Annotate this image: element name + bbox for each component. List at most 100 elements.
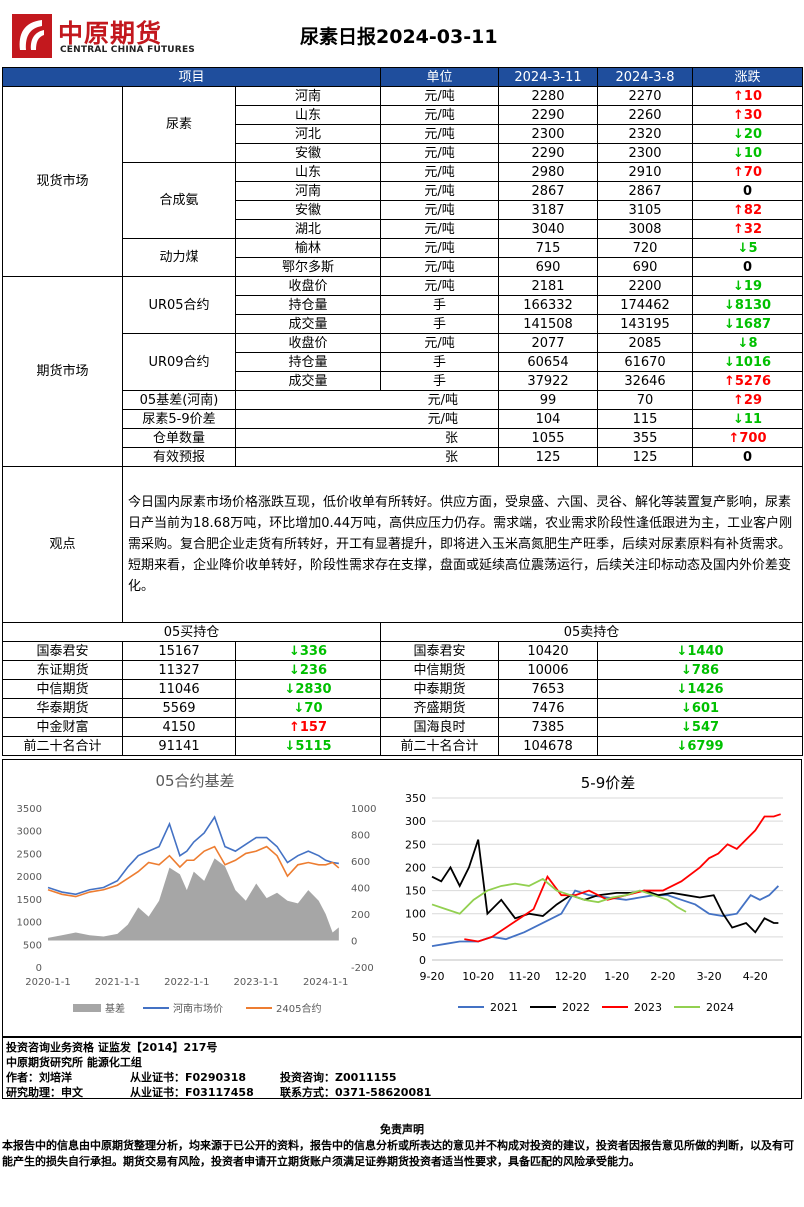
unit-cell: 手 xyxy=(380,295,500,315)
position-row: 东证期货 11327 ↓236 中信期货 10006 ↓786 xyxy=(2,660,804,680)
change-value: 5115 xyxy=(295,738,332,754)
company-logo-icon xyxy=(12,14,52,58)
table-row: 山东 元/吨 2290 2260 ↑30 xyxy=(3,105,804,125)
x-tick-label: 12-20 xyxy=(555,970,587,983)
position-row: 国泰君安 15167 ↓336 国泰君安 10420 ↓1440 xyxy=(2,641,804,661)
unit-cell: 手 xyxy=(380,371,500,391)
change-value: 1440 xyxy=(687,643,724,659)
unit-cell: 元/吨 xyxy=(380,124,500,144)
value-date1: 1055 xyxy=(498,428,599,448)
y-right-tick-label: 0 xyxy=(351,937,357,948)
legend-label: 2405合约 xyxy=(276,1002,321,1015)
x-tick-label: 9-20 xyxy=(420,970,445,983)
buy-broker: 华泰期货 xyxy=(2,698,123,718)
sell-broker: 中泰期货 xyxy=(380,679,500,699)
change-value: 547 xyxy=(691,719,720,735)
buy-broker: 东证期货 xyxy=(2,660,123,680)
buy-value: 11046 xyxy=(122,679,236,699)
sell-value: 10420 xyxy=(498,641,599,661)
basis-chart-svg: 05合约基差 0 500 1000 1500 2000 2500 3000 3500 -200 0 2… xyxy=(17,772,377,1015)
row-label: 湖北 xyxy=(234,219,382,239)
value-date2: 174462 xyxy=(597,295,694,315)
group-label: 合成氨 xyxy=(122,162,236,239)
value-date2: 2200 xyxy=(597,276,694,296)
sell-broker: 国泰君安 xyxy=(380,641,500,661)
view-text: 今日国内尿素市场价格涨跌互现，低价收单有所转好。供应方面，受泉盛、六国、灵谷、解… xyxy=(122,466,803,623)
group-label: UR09合约 xyxy=(122,333,236,391)
y-left-tick-label: 2500 xyxy=(17,849,42,860)
logo-text-en: CENTRAL CHINA FUTURES xyxy=(60,45,195,55)
sell-broker: 前二十名合计 xyxy=(380,736,500,756)
change-cell: ↓1016 xyxy=(692,352,804,372)
value-date2: 115 xyxy=(597,409,694,429)
change-cell: 0 xyxy=(692,181,804,201)
change-value: 30 xyxy=(743,107,763,123)
report-title: 尿素日报2024-03-11 xyxy=(300,26,498,48)
y-left-tick-label: 3000 xyxy=(17,827,42,838)
sell-value: 7385 xyxy=(498,717,599,737)
change-value: 157 xyxy=(299,719,328,735)
change-value: 32 xyxy=(743,221,763,237)
buy-change: ↓70 xyxy=(234,698,382,718)
sell-change: ↓1440 xyxy=(597,641,804,661)
change-value: 5 xyxy=(748,240,758,256)
change-value: 10 xyxy=(743,145,763,161)
row-label: 成交量 xyxy=(234,371,382,391)
value-date2: 61670 xyxy=(597,352,694,372)
change-value: 6799 xyxy=(687,738,724,754)
series-line-2024 xyxy=(431,877,687,915)
arrow-down-icon: ↓ xyxy=(681,700,692,716)
row-label: 山东 xyxy=(234,162,382,182)
table-row: 成交量手 141508 143195 ↓1687 xyxy=(3,314,804,334)
position-row: 华泰期货 5569 ↓70 齐盛期货 7476 ↓601 xyxy=(2,698,804,718)
sell-change: ↓547 xyxy=(597,717,804,737)
row-label: 鄂尔多斯 xyxy=(234,257,382,277)
unit-cell: 元/吨 xyxy=(380,238,500,258)
change-value: 19 xyxy=(743,278,763,294)
group-label: 动力煤 xyxy=(122,238,236,277)
y-tick-label: 150 xyxy=(405,885,426,898)
buy-change: ↓336 xyxy=(234,641,382,661)
change-value: 0 xyxy=(742,183,753,199)
x-tick-label: 11-20 xyxy=(508,970,540,983)
change-value: 2830 xyxy=(295,681,332,697)
change-value: 8130 xyxy=(734,297,772,313)
series-area-basis xyxy=(48,858,339,941)
value-date2: 690 xyxy=(597,257,694,277)
x-tick-label: 2-20 xyxy=(650,970,675,983)
spread-chart: 5-9价差 0 50 100 150 200 250 300 350 9-20 10-20 11-20… xyxy=(387,760,801,1036)
author-consult: 投资咨询：Z0011155 xyxy=(280,1071,397,1084)
arrow-down-icon: ↓ xyxy=(723,297,735,313)
value-date2: 355 xyxy=(597,428,694,448)
group-label: UR05合约 xyxy=(122,276,236,334)
buy-value: 91141 xyxy=(122,736,236,756)
arrow-up-icon: ↑ xyxy=(733,107,744,123)
change-value: 236 xyxy=(299,662,328,678)
contact: 联系方式：0371-58620081 xyxy=(280,1086,432,1099)
group-label: 尿素 xyxy=(122,86,236,163)
y-left-tick-label: 500 xyxy=(23,940,42,951)
sell-value: 104678 xyxy=(498,736,599,756)
sell-broker: 国海良时 xyxy=(380,717,500,737)
value-date1: 2980 xyxy=(498,162,599,182)
change-cell: ↓19 xyxy=(692,276,804,296)
arrow-up-icon: ↑ xyxy=(723,373,735,389)
value-date1: 2867 xyxy=(498,181,599,201)
row-label: 成交量 xyxy=(234,314,382,334)
value-date1: 3040 xyxy=(498,219,599,239)
value-date2: 3105 xyxy=(597,200,694,220)
arrow-down-icon: ↓ xyxy=(723,354,735,370)
legend-label: 2023 xyxy=(634,1001,662,1014)
change-cell: ↓20 xyxy=(692,124,804,144)
row-label: 05基差(河南) xyxy=(122,390,236,410)
value-date2: 2085 xyxy=(597,333,694,353)
row-label: 山东 xyxy=(234,105,382,125)
change-cell: ↓8130 xyxy=(692,295,804,315)
row-label: 收盘价 xyxy=(234,333,382,353)
legend-label: 基差 xyxy=(105,1002,125,1015)
y-tick-label: 100 xyxy=(405,908,426,921)
x-tick-label: 2023-1-1 xyxy=(234,977,279,988)
sell-change: ↓6799 xyxy=(597,736,804,756)
y-tick-label: 350 xyxy=(405,792,426,805)
unit-cell: 元/吨 xyxy=(380,105,500,125)
